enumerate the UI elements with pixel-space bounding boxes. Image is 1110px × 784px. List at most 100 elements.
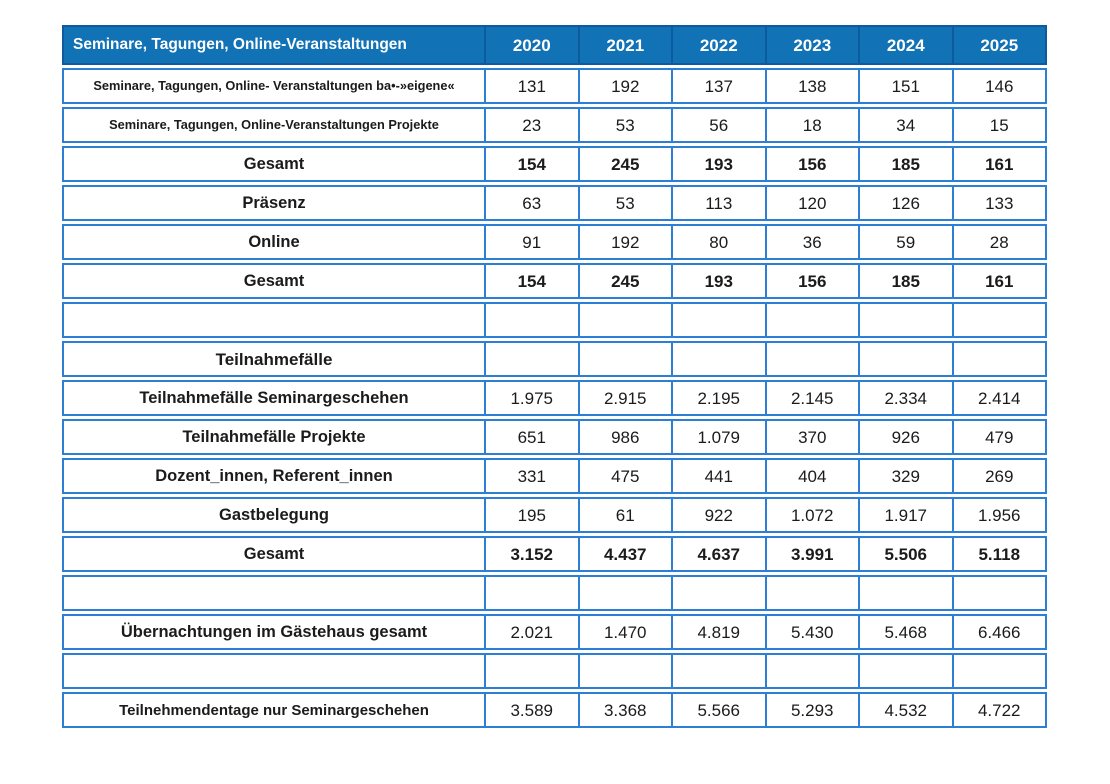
value-cell: 926 bbox=[858, 421, 952, 453]
value-cell: 5.468 bbox=[858, 616, 952, 648]
row-label: Gastbelegung bbox=[218, 505, 329, 524]
value-cell: 61 bbox=[577, 499, 672, 531]
value-cell: 91 bbox=[484, 226, 578, 258]
value-cell: 192 bbox=[577, 70, 672, 102]
value-cell: 133 bbox=[951, 187, 1046, 219]
value-cell: 154 bbox=[484, 148, 578, 180]
value-cell: 370 bbox=[764, 421, 859, 453]
value-cell bbox=[951, 577, 1046, 609]
table-row: Gesamt 154 245 193 156 185 161 bbox=[62, 263, 1047, 299]
value-cell: 156 bbox=[764, 265, 859, 297]
row-label: Teilnahmefälle Seminargeschehen bbox=[139, 388, 409, 407]
value-cell: 195 bbox=[484, 499, 578, 531]
value-cell: 146 bbox=[951, 70, 1046, 102]
year-header: 2022 bbox=[671, 27, 765, 63]
value-cell bbox=[858, 655, 952, 687]
value-cell bbox=[764, 577, 859, 609]
value-cell: 192 bbox=[577, 226, 672, 258]
value-cell: 28 bbox=[951, 226, 1046, 258]
value-cell bbox=[577, 304, 672, 336]
value-cell: 2.195 bbox=[671, 382, 765, 414]
table-row: Teilnahmefälle bbox=[62, 341, 1047, 377]
value-cell: 193 bbox=[671, 148, 765, 180]
value-cell: 2.414 bbox=[951, 382, 1046, 414]
value-cell bbox=[951, 343, 1046, 375]
row-label bbox=[64, 577, 484, 609]
value-cell: 1.072 bbox=[764, 499, 859, 531]
value-cell: 404 bbox=[764, 460, 859, 492]
value-cell bbox=[764, 343, 859, 375]
value-cell bbox=[858, 577, 952, 609]
value-cell: 441 bbox=[671, 460, 765, 492]
value-cell bbox=[577, 343, 672, 375]
value-cell: 245 bbox=[577, 148, 672, 180]
row-label bbox=[64, 304, 484, 336]
value-cell: 5.293 bbox=[764, 694, 859, 726]
value-cell: 53 bbox=[577, 109, 672, 141]
row-label: Dozent_innen, Referent_innen bbox=[155, 466, 393, 485]
row-label: Teilnahmefälle bbox=[215, 349, 333, 369]
year-header: 2024 bbox=[858, 27, 952, 63]
value-cell: 1.470 bbox=[577, 616, 672, 648]
value-cell: 2.145 bbox=[764, 382, 859, 414]
value-cell: 3.152 bbox=[484, 538, 578, 570]
value-cell: 6.466 bbox=[951, 616, 1046, 648]
table-row: Seminare, Tagungen, Online- Veranstaltun… bbox=[62, 68, 1047, 104]
value-cell: 2.021 bbox=[484, 616, 578, 648]
value-cell: 193 bbox=[671, 265, 765, 297]
value-cell: 18 bbox=[764, 109, 859, 141]
value-cell: 3.589 bbox=[484, 694, 578, 726]
value-cell: 2.915 bbox=[577, 382, 672, 414]
table-row: Gesamt 3.152 4.437 4.637 3.991 5.506 5.118 bbox=[62, 536, 1047, 572]
table-row: Seminare, Tagungen, Online-Veranstaltung… bbox=[62, 107, 1047, 143]
value-cell: 151 bbox=[858, 70, 952, 102]
year-header: 2025 bbox=[951, 27, 1046, 63]
table-row: Gastbelegung 195 61 922 1.072 1.917 1.956 bbox=[62, 497, 1047, 533]
value-cell bbox=[484, 304, 578, 336]
table-row: Teilnehmendentage nur Seminargeschehen 3.… bbox=[62, 692, 1047, 728]
table-row: Dozent_innen, Referent_innen 331 475 441 404… bbox=[62, 458, 1047, 494]
value-cell: 5.506 bbox=[858, 538, 952, 570]
value-cell: 986 bbox=[577, 421, 672, 453]
row-label: Gesamt bbox=[243, 544, 305, 563]
table-row: Teilnahmefälle Seminargeschehen 1.975 2.91… bbox=[62, 380, 1047, 416]
header-row: Seminare, Tagungen, Online-Veranstaltung… bbox=[62, 25, 1047, 65]
row-label: Gesamt bbox=[243, 271, 305, 290]
value-cell: 479 bbox=[951, 421, 1046, 453]
statistics-table: Seminare, Tagungen, Online-Veranstaltung… bbox=[62, 25, 1047, 731]
value-cell: 113 bbox=[671, 187, 765, 219]
value-cell: 185 bbox=[858, 265, 952, 297]
value-cell bbox=[671, 655, 765, 687]
value-cell: 475 bbox=[577, 460, 672, 492]
value-cell bbox=[484, 343, 578, 375]
value-cell bbox=[764, 304, 859, 336]
value-cell: 3.368 bbox=[577, 694, 672, 726]
row-label: Gesamt bbox=[243, 154, 305, 173]
value-cell bbox=[858, 343, 952, 375]
value-cell: 1.956 bbox=[951, 499, 1046, 531]
table-row bbox=[62, 653, 1047, 689]
row-label: Teilnehmendentage nur Seminargeschehen bbox=[119, 701, 429, 719]
value-cell: 269 bbox=[951, 460, 1046, 492]
year-header: 2020 bbox=[484, 27, 578, 63]
value-cell: 1.975 bbox=[484, 382, 578, 414]
table-row bbox=[62, 302, 1047, 338]
value-cell bbox=[671, 577, 765, 609]
value-cell: 80 bbox=[671, 226, 765, 258]
row-label bbox=[64, 655, 484, 687]
table-row: Übernachtungen im Gästehaus gesamt 2.021 1… bbox=[62, 614, 1047, 650]
value-cell: 922 bbox=[671, 499, 765, 531]
value-cell: 36 bbox=[764, 226, 859, 258]
value-cell: 53 bbox=[577, 187, 672, 219]
table-row bbox=[62, 575, 1047, 611]
value-cell: 161 bbox=[951, 148, 1046, 180]
value-cell: 4.819 bbox=[671, 616, 765, 648]
value-cell bbox=[671, 343, 765, 375]
table-title: Seminare, Tagungen, Online-Veranstaltung… bbox=[73, 36, 407, 54]
row-label: Online bbox=[248, 232, 300, 251]
value-cell: 5.566 bbox=[671, 694, 765, 726]
value-cell bbox=[858, 304, 952, 336]
value-cell: 154 bbox=[484, 265, 578, 297]
value-cell: 5.118 bbox=[951, 538, 1046, 570]
